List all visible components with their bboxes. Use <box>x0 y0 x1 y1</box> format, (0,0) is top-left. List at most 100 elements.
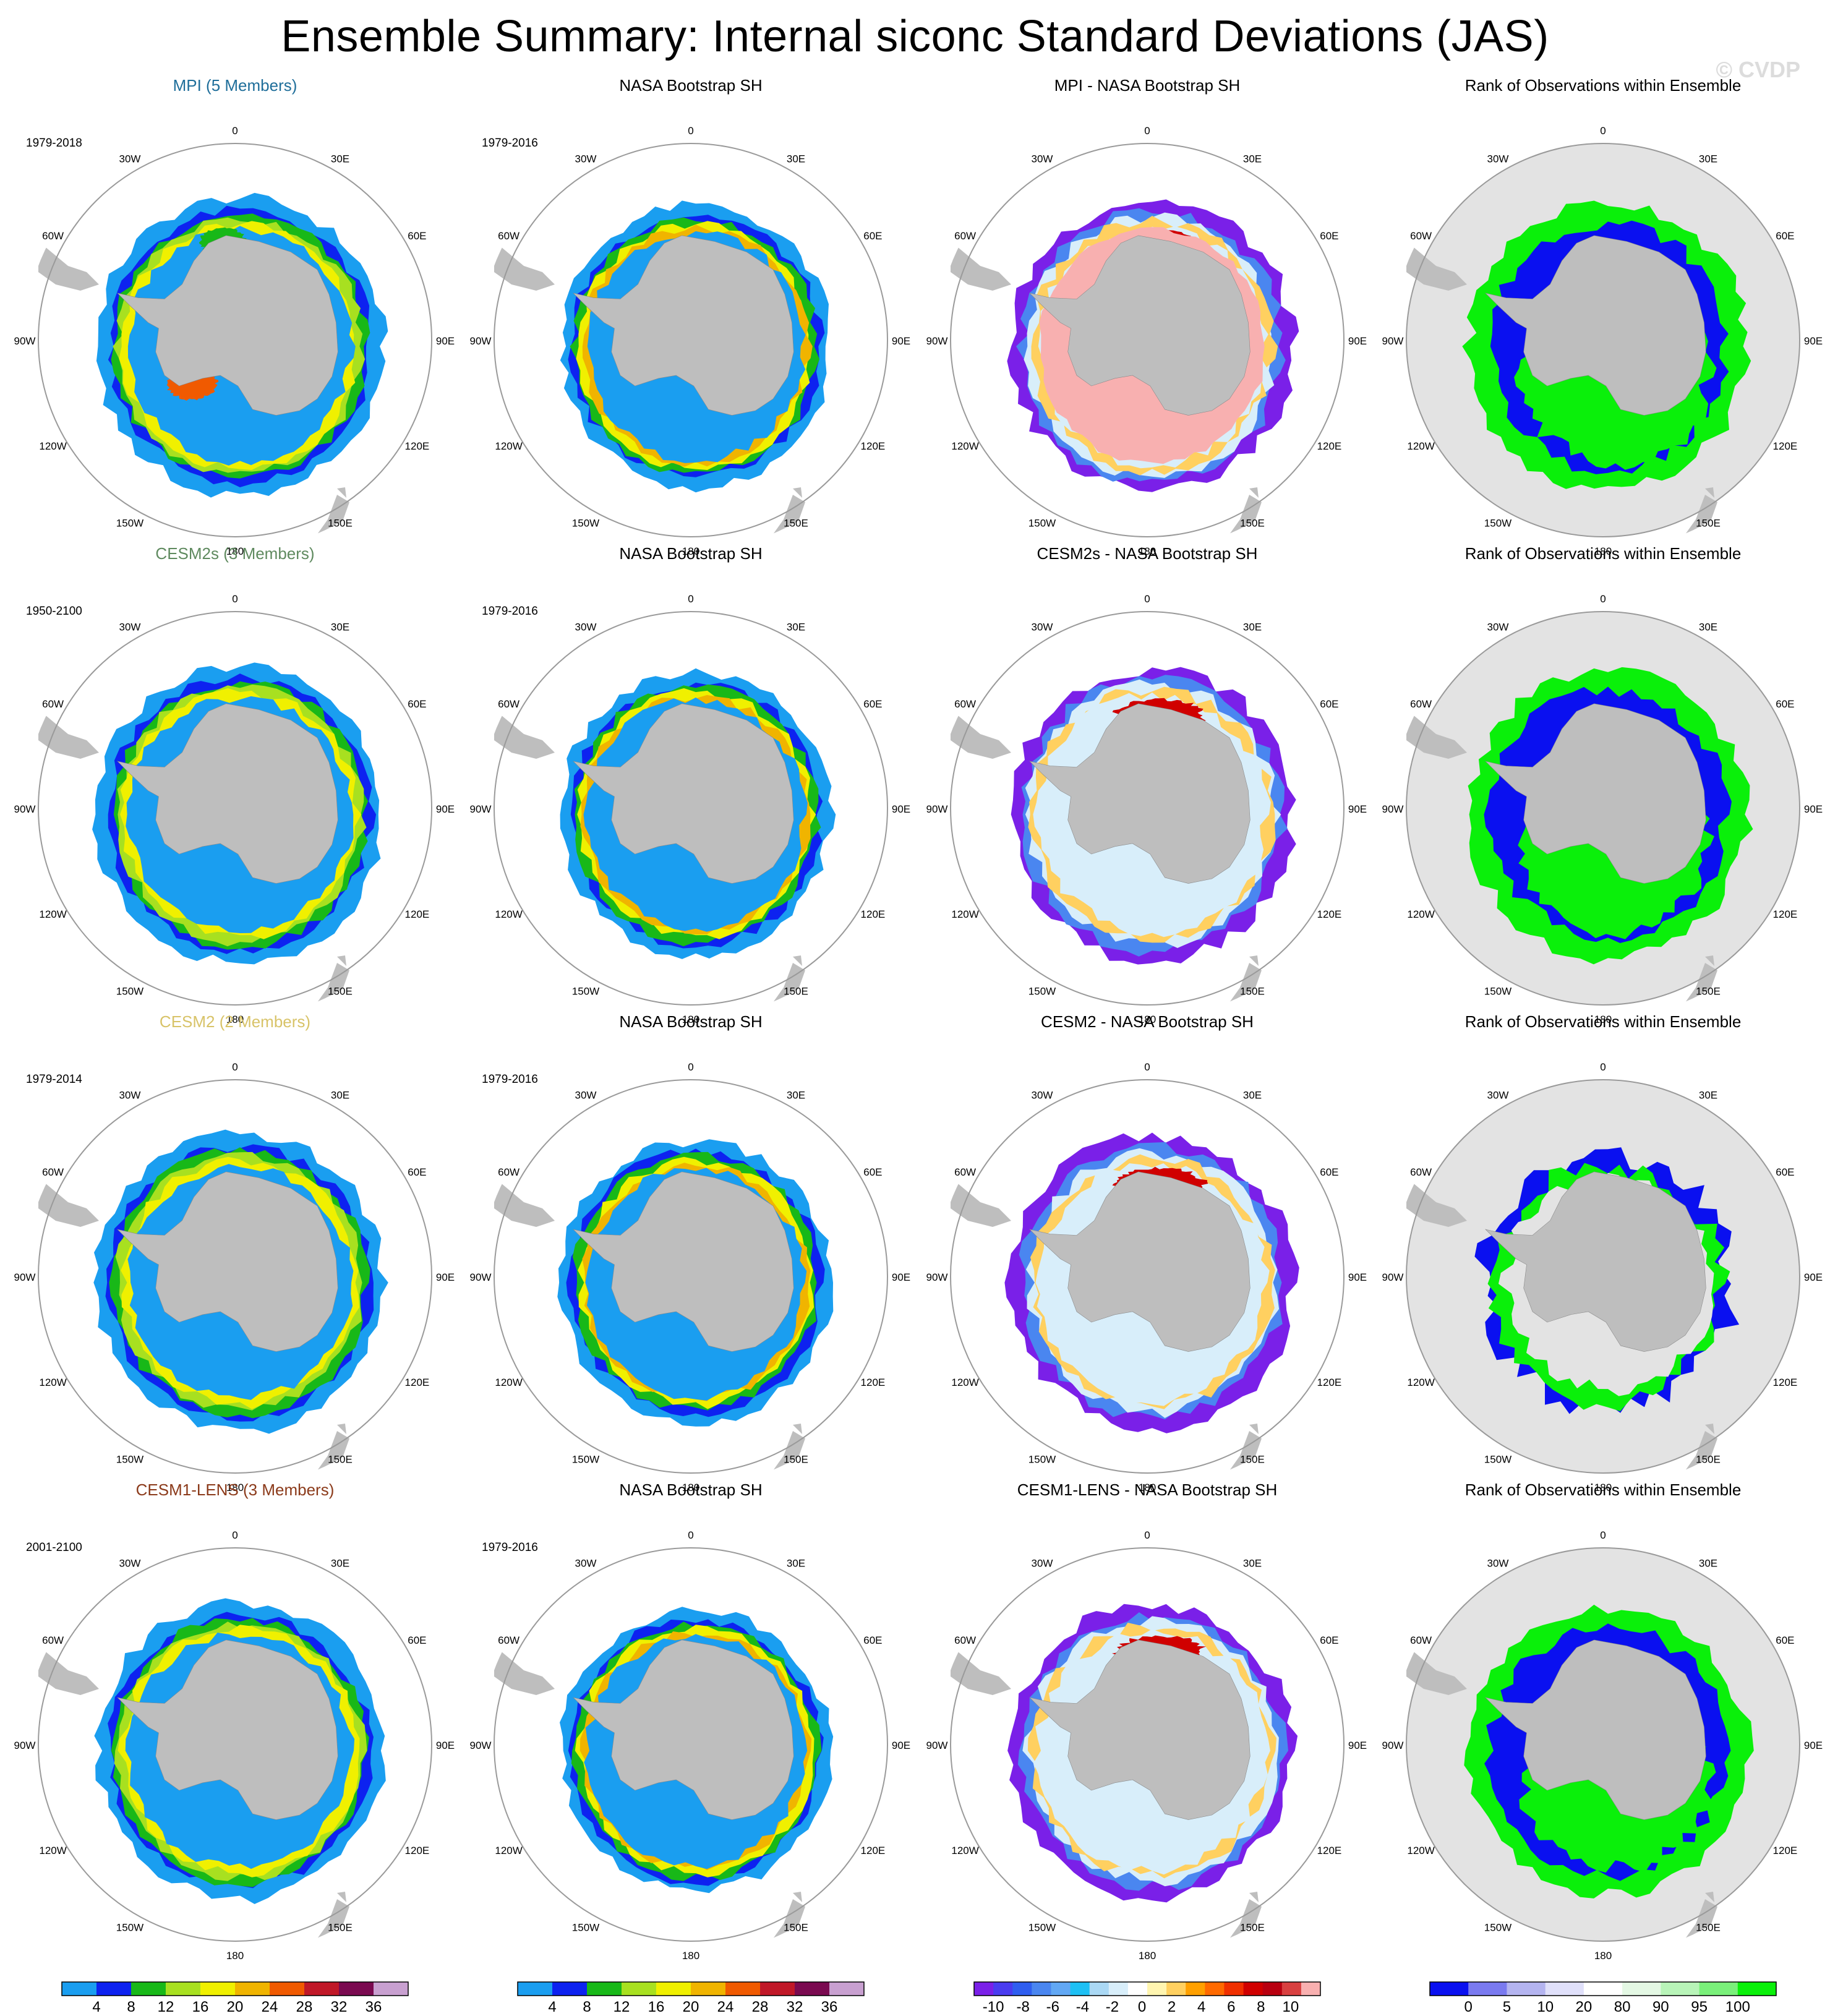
colorbar-swatch <box>1301 1982 1321 1996</box>
lon-label: 0 <box>1144 1061 1150 1073</box>
lon-label: 0 <box>1144 593 1150 605</box>
lon-label: 90E <box>1804 1740 1823 1751</box>
panel-2-1: NASA Bootstrap SH 1979-2016 0 30E 60E 90E 120E… <box>470 1012 911 1493</box>
new-zealand-landmass <box>1228 487 1262 537</box>
colorbar-swatch <box>1089 1982 1110 1996</box>
colorbar-tick-label: -8 <box>1017 1999 1030 2015</box>
lon-label: 30W <box>575 1090 597 1101</box>
lon-label: 120W <box>951 1377 978 1388</box>
colorbar-tick-label: 5 <box>1503 1999 1511 2015</box>
lon-label: 120E <box>1773 440 1798 452</box>
colorbar-tick-label: 12 <box>158 1999 174 2015</box>
lon-label: 60E <box>1776 1634 1794 1646</box>
lon-label: 90W <box>1382 1740 1404 1751</box>
lon-label: 60E <box>1320 230 1338 242</box>
panel-title: CESM1-LENS (3 Members) <box>136 1480 335 1499</box>
new-zealand-landmass <box>1228 955 1262 1005</box>
lon-label: 120E <box>861 1845 886 1856</box>
lon-label: 30W <box>1032 153 1053 165</box>
lon-label: 90E <box>892 803 910 815</box>
lon-label: 0 <box>688 1061 693 1073</box>
map-area <box>951 143 1344 537</box>
lon-label: 60E <box>1320 1166 1338 1178</box>
lon-label: 30W <box>119 153 141 165</box>
map-boundary <box>494 143 888 537</box>
panel-0-0: MPI (5 Members) 1979-2018 0 30E 60E 90E 120E 15… <box>14 76 455 557</box>
map-boundary <box>1406 611 1800 1006</box>
new-zealand-landmass <box>1683 1424 1717 1473</box>
panel-title: CESM2 (2 Members) <box>160 1012 310 1031</box>
colorbar-tick-label: 4 <box>92 1999 100 2015</box>
lon-label: 60E <box>408 1634 426 1646</box>
colorbar-tick-label: 32 <box>787 1999 803 2015</box>
lon-label: 90E <box>892 1271 910 1283</box>
lon-label: 150E <box>1240 1921 1265 1933</box>
south-america-landmass <box>951 241 1011 291</box>
colorbar-tick-label: 20 <box>227 1999 244 2015</box>
lon-label: 30E <box>331 1558 349 1570</box>
lon-label: 120E <box>861 440 886 452</box>
lon-label: 180 <box>682 1014 699 1025</box>
panel-title: Rank of Observations within Ensemble <box>1465 1012 1742 1031</box>
lon-label: 180 <box>682 1950 699 1962</box>
colorbar-row: 4812162024283236%4812162024283236%-10-8-… <box>61 1981 1777 2016</box>
lon-label: 180 <box>1139 1014 1156 1025</box>
lon-label: 30E <box>1699 1558 1717 1570</box>
panel-0-3: Rank of Observations within Ensemble 0 30E… <box>1382 76 1823 557</box>
lon-label: 30W <box>1487 1558 1509 1570</box>
lon-label: 30W <box>575 621 597 633</box>
lon-label: 30E <box>331 1090 349 1101</box>
colorbar-swatch <box>1545 1982 1584 1996</box>
new-zealand-landmass <box>1228 1892 1262 1941</box>
colorbar-tick-label: 8 <box>127 1999 135 2015</box>
lon-label: 0 <box>688 125 693 137</box>
lon-label: 150W <box>116 985 143 997</box>
lon-label: 90W <box>926 1271 948 1283</box>
lon-label: 120W <box>1407 440 1434 452</box>
lon-label: 150E <box>784 517 808 529</box>
colorbar-tick-label: 80 <box>1614 1999 1631 2015</box>
lon-label: 30W <box>1487 621 1509 633</box>
colorbar-swatch <box>1127 1982 1148 1996</box>
colorbar-tick-label: 20 <box>683 1999 699 2015</box>
antarctica-landmass <box>117 235 338 416</box>
colorbar-swatch <box>760 1982 795 1996</box>
lon-label: 90E <box>1348 335 1367 347</box>
colorbar-unit: % <box>1596 2014 1609 2016</box>
cvdp-watermark: © CVDP <box>1716 57 1800 82</box>
colorbar-swatch <box>62 1982 97 1996</box>
colorbar-swatch <box>518 1982 553 1996</box>
lon-label: 120W <box>1407 1377 1434 1388</box>
panel-title: NASA Bootstrap SH <box>619 544 762 563</box>
lon-label: 60E <box>408 1166 426 1178</box>
lon-label: 120E <box>1317 1377 1342 1388</box>
lon-label: 90W <box>14 335 36 347</box>
lon-label: 0 <box>688 593 693 605</box>
colorbar-tick-label: 6 <box>1227 1999 1235 2015</box>
colorbar-tick-label: 16 <box>192 1999 209 2015</box>
lon-label: 90E <box>436 1740 455 1751</box>
colorbar-swatch <box>795 1982 830 1996</box>
lon-label: 120E <box>405 1377 430 1388</box>
lon-label: 180 <box>1139 1950 1156 1962</box>
colorbar-tick-label: 4 <box>548 1999 556 2015</box>
colorbar-swatch <box>1032 1982 1051 1996</box>
colorbar-swatch <box>993 1982 1013 1996</box>
colorbar-unit: % <box>684 2014 697 2016</box>
map-boundary <box>38 1079 432 1474</box>
colorbar-swatch <box>1430 1982 1469 1996</box>
lon-label: 150E <box>328 1453 353 1465</box>
lon-label: 120E <box>1773 908 1798 920</box>
map-boundary <box>950 611 1345 1006</box>
lon-label: 30W <box>1032 1090 1053 1101</box>
colorbar-tick-label: 8 <box>583 1999 591 2015</box>
panel-title: MPI - NASA Bootstrap SH <box>1054 76 1241 95</box>
colorbar-swatch <box>829 1982 865 1996</box>
antarctica-landmass <box>1029 235 1251 416</box>
lon-label: 30E <box>787 1090 805 1101</box>
lon-label: 120E <box>405 440 430 452</box>
period-label: 1950-2100 <box>26 605 82 618</box>
lon-label: 60W <box>954 230 976 242</box>
colorbar-tick-label: 12 <box>614 1999 630 2015</box>
